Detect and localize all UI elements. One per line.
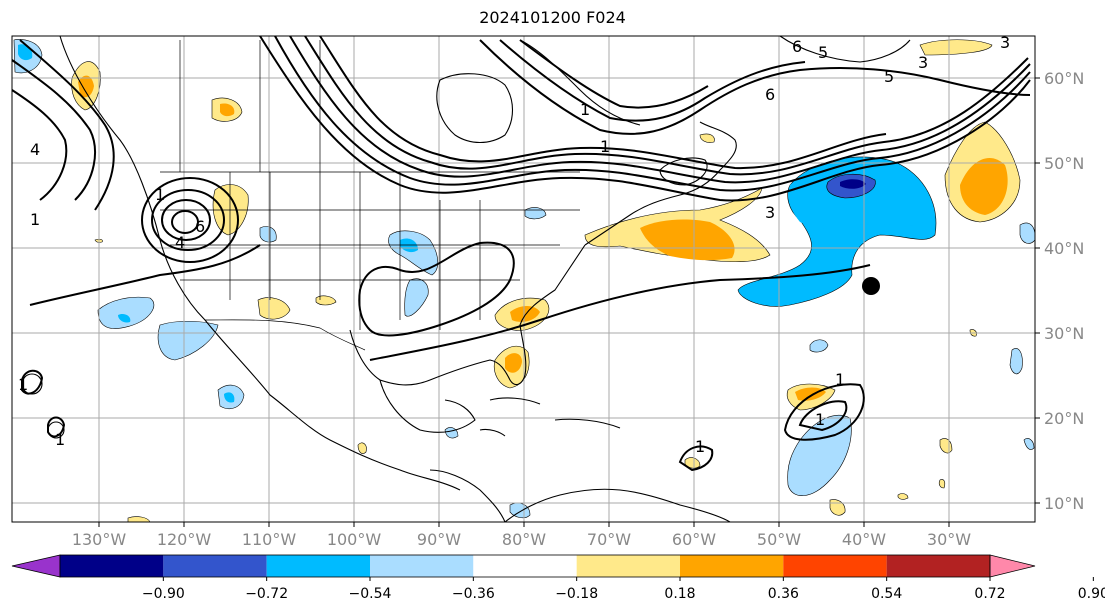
colorbar: −0.90 −0.72 −0.54 −0.36 −0.18 0.18 0.36 0.54 0.7… [11, 554, 1105, 602]
longitude-labels: 130°W 120°W 110°W 100°W 90°W 80°W 70°W 6… [72, 530, 971, 549]
contour-label: 1 [155, 185, 165, 204]
contour-label: 1 [30, 210, 40, 229]
colorbar-extend-high [989, 554, 1036, 578]
contour-label: 5 [818, 43, 828, 62]
contour-label: 3 [918, 53, 928, 72]
contour-label: 3 [1000, 33, 1010, 52]
colorbar-label: 0.90 [1078, 586, 1105, 602]
colorbar-segment [60, 555, 164, 577]
lat-label: 30°N [1044, 324, 1084, 343]
colorbar-label: 0.36 [768, 586, 799, 602]
colorbar-segment [266, 555, 370, 577]
graticule [12, 36, 1035, 522]
colorbar-outline [59, 554, 991, 578]
colorbar-label: 0.72 [974, 586, 1005, 602]
contour-label: 5 [884, 67, 894, 86]
colorbar-label: 0.18 [664, 586, 695, 602]
colorbar-segment [680, 555, 784, 577]
contour-label: 1 [18, 375, 28, 394]
contour-label: 6 [765, 85, 775, 104]
colorbar-label: −0.54 [349, 586, 392, 602]
lat-label: 10°N [1044, 494, 1084, 513]
storm-center-dot [862, 277, 880, 295]
contour-label: 1 [55, 430, 65, 449]
lat-label: 20°N [1044, 409, 1084, 428]
lon-label: 80°W [502, 530, 546, 549]
colorbar-label: −0.90 [142, 586, 185, 602]
colorbar-segment [783, 555, 887, 577]
contour-lines [11, 35, 1031, 472]
contour-label: 1 [600, 137, 610, 156]
lon-label: 60°W [672, 530, 716, 549]
colorbar-segment [473, 555, 577, 577]
colorbar-label: −0.72 [245, 586, 288, 602]
latitude-labels: 60°N 50°N 40°N 30°N 20°N 10°N [1044, 69, 1084, 513]
lon-label: 70°W [587, 530, 631, 549]
contour-label: 1 [835, 370, 845, 389]
colorbar-label: 0.54 [871, 586, 902, 602]
lon-label: 30°W [927, 530, 971, 549]
lon-label: 120°W [157, 530, 212, 549]
colorbar-extend-low [11, 554, 61, 578]
lat-label: 40°N [1044, 239, 1084, 258]
shaded-anomalies [13, 39, 1036, 523]
contour-label: 4 [30, 140, 40, 159]
colorbar-segment [886, 555, 990, 577]
map-title: 2024101200 F024 [479, 8, 626, 27]
colorbar-label: −0.36 [452, 586, 495, 602]
contour-label: 1 [580, 100, 590, 119]
lon-label: 50°W [757, 530, 801, 549]
colorbar-segment [370, 555, 474, 577]
lat-label: 60°N [1044, 69, 1084, 88]
lon-label: 100°W [327, 530, 382, 549]
lon-label: 90°W [417, 530, 461, 549]
lat-label: 50°N [1044, 154, 1084, 173]
contour-labels: 6 5 3 6 5 3 1 1 3 4 1 6 4 1 1 1 1 1 1 [18, 33, 1010, 456]
lon-label: 40°W [842, 530, 886, 549]
coastlines [21, 35, 911, 523]
colorbar-segment [576, 555, 680, 577]
lon-label: 110°W [242, 530, 297, 549]
contour-label: 6 [195, 217, 205, 236]
colorbar-segment [163, 555, 267, 577]
contour-label: 1 [815, 410, 825, 429]
contour-label: 1 [695, 437, 705, 456]
colorbar-label: −0.18 [555, 586, 598, 602]
contour-label: 3 [765, 203, 775, 222]
lon-label: 130°W [72, 530, 127, 549]
contour-label: 4 [175, 233, 185, 252]
contour-label: 6 [792, 37, 802, 56]
axis-ticks [98, 77, 1040, 527]
